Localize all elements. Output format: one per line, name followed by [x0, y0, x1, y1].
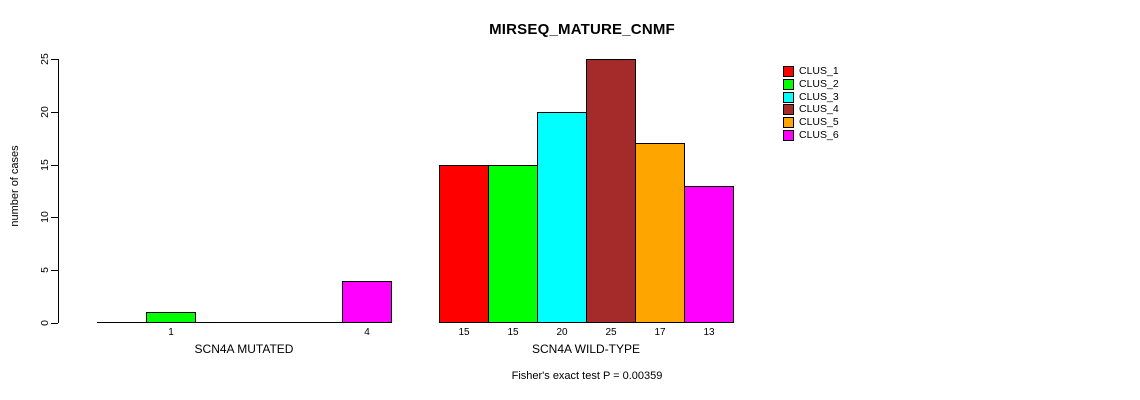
- bar-value-label: 15: [507, 327, 519, 338]
- bar-clus_4: [586, 59, 636, 323]
- bar-clus_6: [684, 186, 734, 323]
- y-tick-label: 15: [39, 159, 51, 171]
- y-tick-label: 25: [39, 53, 51, 65]
- bar-value-label: 15: [458, 327, 470, 338]
- y-tick-label: 10: [39, 211, 51, 223]
- bar-value-label: 20: [556, 327, 568, 338]
- footnote-text: Fisher's exact test P = 0.00359: [511, 370, 663, 382]
- y-tick: [51, 112, 58, 113]
- bar-zero-clus_5: [293, 322, 343, 323]
- legend-swatch-clus_3: [783, 91, 794, 103]
- bar-clus_2: [146, 312, 196, 323]
- bar-clus_2: [488, 165, 538, 323]
- y-tick-label: 0: [39, 320, 51, 326]
- y-tick-label: 20: [39, 106, 51, 118]
- bar-value-label: 17: [654, 327, 666, 338]
- bar-zero-clus_3: [195, 322, 245, 323]
- legend-swatch-clus_2: [783, 78, 794, 90]
- group-label: SCN4A WILD-TYPE: [531, 342, 641, 356]
- y-tick: [51, 217, 58, 218]
- bar-value-label: 1: [168, 327, 174, 338]
- legend-label: CLUS_1: [799, 65, 839, 77]
- legend-label: CLUS_6: [799, 129, 839, 141]
- bar-clus_6: [342, 281, 392, 323]
- legend-swatch-clus_6: [783, 130, 794, 141]
- group-label: SCN4A MUTATED: [194, 342, 294, 356]
- legend-label: CLUS_3: [799, 90, 839, 103]
- bar-value-label: 13: [703, 327, 715, 338]
- legend-label: CLUS_2: [799, 77, 839, 90]
- y-tick: [51, 59, 58, 60]
- bar-clus_3: [537, 112, 587, 323]
- y-axis-line: [58, 59, 59, 323]
- y-tick: [51, 165, 58, 166]
- legend-label: CLUS_4: [799, 103, 839, 116]
- legend-label: CLUS_5: [799, 116, 839, 129]
- bar-zero-clus_4: [244, 322, 294, 323]
- bar-value-label: 4: [364, 327, 370, 338]
- y-tick-label: 5: [39, 267, 51, 273]
- legend-swatch-clus_1: [783, 66, 794, 77]
- chart-title: MIRSEQ_MATURE_CNMF: [489, 21, 675, 38]
- bar-clus_1: [439, 165, 489, 323]
- bar-zero-clus_1: [97, 322, 147, 323]
- legend-swatch-clus_4: [783, 104, 794, 116]
- legend-swatch-clus_5: [783, 117, 794, 129]
- y-tick: [51, 323, 58, 324]
- y-axis-label: number of cases: [9, 145, 21, 227]
- bar-value-label: 25: [605, 327, 617, 338]
- bar-clus_5: [635, 143, 685, 323]
- y-tick: [51, 270, 58, 271]
